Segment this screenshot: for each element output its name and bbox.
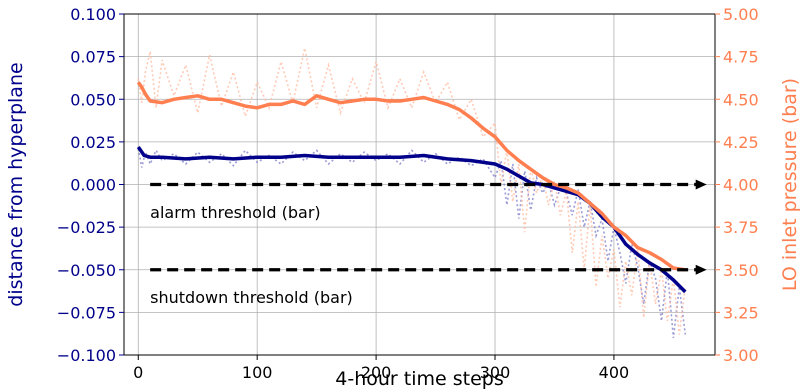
y-right-ticks: 3.00 3.25 3.50 3.75 4.00 4.25 4.50 4.75 5.00 [715,5,759,365]
y-left-tick-label: −0.075 [57,303,116,322]
y-left-tick-label: 0.100 [70,5,116,24]
y-left-tick-label: 0.050 [70,90,116,109]
y-left-tick-label: 0.000 [70,176,116,195]
y-right-tick-label: 4.75 [723,48,759,67]
raw-series-group [137,47,687,338]
alarm-threshold-arrowhead [695,179,707,190]
y-right-tick-label: 3.75 [723,218,759,237]
y-right-tick-label: 4.50 [723,90,759,109]
shutdown-threshold-label: shutdown threshold (bar) [150,288,353,307]
y-right-axis-label: LO inlet pressure (bar) [779,78,801,291]
y-left-tick-label: 0.075 [70,48,116,67]
y-right-tick-label: 3.00 [723,346,759,365]
pressure-raw-line [137,47,687,335]
y-right-tick-label: 3.50 [723,261,759,280]
y-left-tick-label: 0.025 [70,133,116,152]
y-left-tick-label: −0.100 [57,346,116,365]
y-left-ticks: −0.100 −0.075 −0.050 −0.025 0.000 0.025 0.050 0… [57,5,124,365]
smooth-series-group [136,81,687,294]
y-left-tick-label: −0.050 [57,261,116,280]
y-right-tick-label: 4.00 [723,176,759,195]
x-tick-label: 400 [599,363,630,382]
x-axis-label: 4-hour time steps [335,368,503,390]
threshold-group: alarm threshold (bar) shutdown threshold … [150,179,707,307]
y-right-tick-label: 3.25 [723,303,759,322]
distance-smooth-line [136,146,687,294]
y-left-tick-label: −0.025 [57,218,116,237]
y-right-tick-label: 4.25 [723,133,759,152]
x-ticks: 0 100 200 300 400 [133,355,629,382]
x-tick-label: 200 [361,363,392,382]
pressure-smooth-line [136,81,686,272]
y-left-axis-label: distance from hyperplane [5,62,27,306]
x-tick-label: 100 [242,363,273,382]
distance-raw-line [137,148,687,338]
x-tick-label: 0 [133,363,143,382]
x-tick-label: 300 [480,363,511,382]
shutdown-threshold-arrowhead [695,264,707,275]
alarm-threshold-label: alarm threshold (bar) [150,203,320,222]
y-right-tick-label: 5.00 [723,5,759,24]
